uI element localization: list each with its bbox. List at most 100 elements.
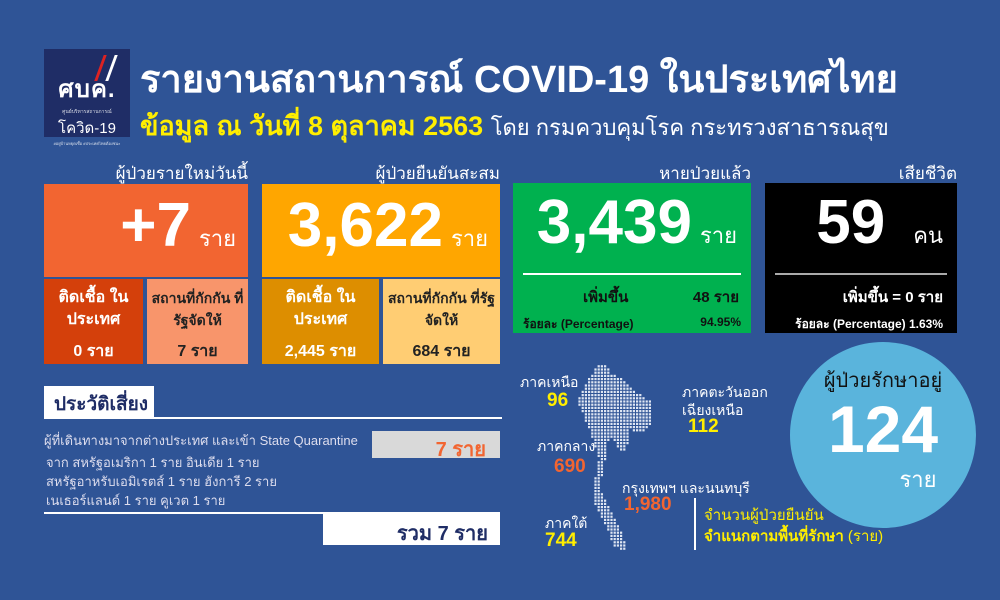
map-dot [632,397,635,400]
map-dot [610,531,613,534]
map-dot [594,390,597,393]
map-dot [597,486,600,489]
map-dot [626,422,629,425]
map-dot [613,406,616,409]
map-dot [636,413,639,416]
map-dot [626,384,629,387]
map-dot [629,416,632,419]
map-dot [594,486,597,489]
map-dot [588,416,591,419]
map-dot [645,403,648,406]
map-dot [594,435,597,438]
map-dot [607,378,610,381]
map-dot [607,435,610,438]
map-dot [626,410,629,413]
map-dot [597,413,600,416]
cumulative-quarantine-box: สถานที่กักกัน ที่รัฐจัดให้ 684 ราย [383,279,500,364]
map-dot [645,426,648,429]
map-dot [604,448,607,451]
map-dot [604,442,607,445]
map-dot [607,429,610,432]
map-dot [597,445,600,448]
map-dot [600,422,603,425]
map-dot [600,435,603,438]
map-dot [632,419,635,422]
divider [44,417,502,419]
map-dot [607,438,610,441]
map-dot [636,397,639,400]
map-dot [639,426,642,429]
map-dot [613,528,616,531]
map-dot [600,400,603,403]
map-dot [610,397,613,400]
map-dot [607,394,610,397]
map-dot [600,406,603,409]
map-dot [636,403,639,406]
map-dot [620,422,623,425]
map-dot [607,368,610,371]
map-dot [600,374,603,377]
map-dot [623,410,626,413]
map-dot [600,467,603,470]
map-dot [588,419,591,422]
map-dot [610,413,613,416]
map-dot [616,445,619,448]
map-dot [626,400,629,403]
map-dot [604,451,607,454]
map-dot [604,384,607,387]
map-dot [597,387,600,390]
map-dot [597,438,600,441]
map-dot [604,381,607,384]
map-dot [604,416,607,419]
map-dot [600,426,603,429]
map-dot [607,371,610,374]
map-dot [604,509,607,512]
map-dot [620,438,623,441]
map-dot [616,528,619,531]
map-dot [636,394,639,397]
divider [44,512,500,514]
map-dot [607,419,610,422]
map-dot [588,394,591,397]
map-dot [616,422,619,425]
map-dot [629,387,632,390]
map-dot [632,429,635,432]
risk-total: รวม 7 ราย [323,514,500,545]
map-dot [600,464,603,467]
map-dot [645,406,648,409]
map-dot [597,426,600,429]
map-dot [591,410,594,413]
map-dot [607,506,610,509]
map-dot [594,445,597,448]
map-dot [597,371,600,374]
map-dot [623,397,626,400]
map-dot [604,435,607,438]
recovered-box: 3,439 ราย เพิ่มขึ้น 48 ราย ร้อยละ (Percent… [513,183,751,333]
map-dot [597,442,600,445]
map-dot [597,477,600,480]
map-dot [604,397,607,400]
map-dot [613,374,616,377]
map-dot [597,451,600,454]
map-dot [620,403,623,406]
map-dot [642,426,645,429]
map-dot [600,451,603,454]
map-dot [613,541,616,544]
map-dot [594,413,597,416]
map-dot [594,438,597,441]
map-dot [600,496,603,499]
map-dot [597,474,600,477]
map-dot [594,442,597,445]
map-dot [591,384,594,387]
map-dot [588,413,591,416]
map-dot [584,406,587,409]
map-dot [616,378,619,381]
map-dot [597,397,600,400]
map-dot [616,534,619,537]
map-dot [594,483,597,486]
map-dot [626,416,629,419]
map-dot [636,426,639,429]
map-dot [639,403,642,406]
map-dot [607,528,610,531]
map-dot [616,531,619,534]
